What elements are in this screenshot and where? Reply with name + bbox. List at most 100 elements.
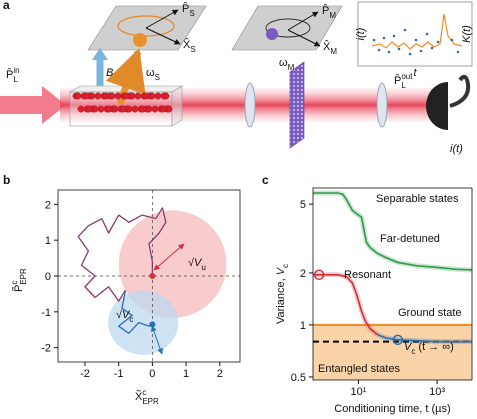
line xyxy=(313,192,473,271)
axis-label: P̂S xyxy=(182,1,195,18)
atom xyxy=(131,105,139,113)
label-part: c xyxy=(10,281,19,285)
atom xyxy=(148,92,156,100)
atom xyxy=(102,92,110,100)
atom xyxy=(88,92,96,100)
label-part: P̂ xyxy=(6,67,13,81)
axis-arrow xyxy=(145,9,179,29)
y-tick-label: -1 xyxy=(41,307,51,319)
atom xyxy=(145,105,153,113)
trajectory xyxy=(77,207,167,302)
freq-label: ωM xyxy=(279,57,295,72)
atom xyxy=(77,105,85,113)
label-part: Variance, xyxy=(275,275,287,324)
inset-frame xyxy=(357,1,473,67)
atom xyxy=(82,92,90,100)
atom xyxy=(108,92,116,100)
atom xyxy=(125,105,133,113)
inset-x-label: t xyxy=(413,67,417,79)
label-part: ω xyxy=(279,57,288,69)
shaded-region xyxy=(313,324,472,380)
y-tick-label: -2 xyxy=(41,343,51,355)
atom xyxy=(94,92,102,100)
annotation: Resonant xyxy=(344,269,391,281)
inset-left-label: i(t) xyxy=(355,27,367,40)
point xyxy=(149,273,156,279)
annotation: √Vu xyxy=(188,257,206,272)
inset-points xyxy=(372,28,460,56)
lens xyxy=(376,82,388,128)
inset-right-label: K(t) xyxy=(461,25,473,43)
label-part: c xyxy=(142,388,146,397)
label-part: S xyxy=(189,9,194,18)
panel-letter: a xyxy=(3,0,10,12)
label-part: L xyxy=(13,75,18,84)
axis-label: X̂M xyxy=(323,39,337,56)
precession xyxy=(117,15,175,37)
annotation: Vc (t → ∞) xyxy=(404,341,454,356)
label-part: c xyxy=(129,315,133,324)
label-part: M xyxy=(288,63,295,72)
label-part: M xyxy=(330,47,337,56)
y-tick-label: 2 xyxy=(45,199,51,211)
atom xyxy=(111,105,119,113)
label-part: in xyxy=(13,66,19,75)
atom xyxy=(128,92,136,100)
detector xyxy=(426,82,448,130)
atom xyxy=(91,105,99,113)
label-part: EPR xyxy=(142,397,159,406)
axis-arrow xyxy=(287,11,319,31)
cable xyxy=(449,74,471,108)
marker xyxy=(313,269,325,281)
label-part: ω xyxy=(146,67,155,79)
x-tick-label: 10³ xyxy=(429,386,445,398)
membrane xyxy=(289,61,305,149)
membrane-ball xyxy=(266,28,278,40)
atom xyxy=(159,105,167,113)
annotation: Far-detuned xyxy=(380,233,440,245)
label-part: X̂ xyxy=(323,39,331,53)
input-label: P̂in L xyxy=(6,66,20,84)
annotation: Entangled states xyxy=(318,363,400,375)
atom xyxy=(162,92,170,100)
detector-label: i(t) xyxy=(450,143,463,155)
axis-label: P̂M xyxy=(322,3,336,20)
spin-ball xyxy=(133,33,147,47)
axis-arrow xyxy=(145,27,181,45)
label-part: X̃ xyxy=(135,390,143,403)
lens xyxy=(244,82,256,128)
atom xyxy=(165,105,173,113)
label-part: P̂ xyxy=(394,73,401,87)
label-part: u xyxy=(201,263,205,272)
x-tick-label: 1 xyxy=(183,368,189,380)
panel-letter: c xyxy=(262,173,269,187)
atom xyxy=(105,105,113,113)
size-arrow xyxy=(150,325,164,355)
y-tick-label: 0 xyxy=(45,271,51,283)
line xyxy=(313,274,378,336)
line xyxy=(376,333,472,343)
label-part: EPR xyxy=(19,268,28,285)
label-part: out xyxy=(401,72,413,81)
x-tick-label: -1 xyxy=(114,368,124,380)
atom xyxy=(142,92,150,100)
atom xyxy=(134,92,142,100)
x-axis-label: Conditioning time, t (µs) xyxy=(334,403,450,415)
label-part: L xyxy=(401,81,406,90)
x-axis-label: X̃c EPR xyxy=(135,388,159,406)
label-part: √V xyxy=(116,309,131,321)
y-axis-label: P̃cEPR xyxy=(10,268,28,292)
label-part: √V xyxy=(188,257,203,269)
y-tick-label: 2 xyxy=(300,268,306,280)
atom xyxy=(122,92,130,100)
label-part: M xyxy=(329,11,336,20)
x-tick-label: 10¹ xyxy=(350,386,366,398)
marker xyxy=(392,334,404,346)
freq-label: ωS xyxy=(146,67,160,82)
inset-curve xyxy=(371,13,463,50)
atom xyxy=(74,92,82,100)
rotation xyxy=(265,18,311,38)
setup-diagram: a B i(t) xyxy=(0,0,473,155)
y-tick-label: 1 xyxy=(45,235,51,247)
atom xyxy=(97,105,105,113)
